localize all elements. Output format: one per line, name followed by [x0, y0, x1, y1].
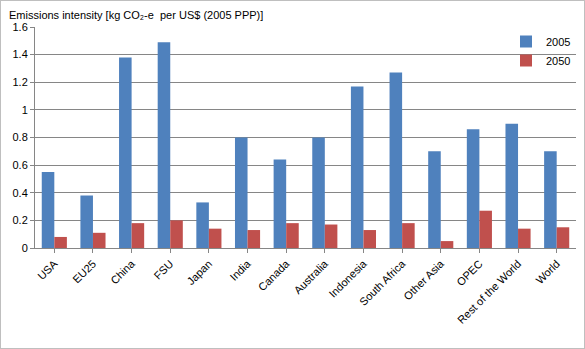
svg-text:1: 1	[22, 104, 28, 116]
svg-text:Other Asia: Other Asia	[401, 257, 446, 302]
svg-text:0: 0	[22, 242, 28, 254]
svg-text:0.2: 0.2	[13, 214, 28, 226]
svg-text:FSU: FSU	[152, 257, 176, 281]
svg-text:0.6: 0.6	[13, 159, 28, 171]
svg-text:Australia: Australia	[291, 257, 330, 296]
svg-text:OPEC: OPEC	[454, 257, 485, 288]
svg-text:0.8: 0.8	[13, 131, 28, 143]
svg-text:India: India	[227, 257, 253, 283]
svg-text:Emissions intensity [kg CO₂-e: Emissions intensity [kg CO₂-e per US$ (2…	[9, 9, 263, 21]
svg-text:Canada: Canada	[256, 257, 292, 293]
svg-text:Japan: Japan	[185, 258, 215, 288]
svg-text:2050: 2050	[546, 55, 570, 67]
svg-text:1.6: 1.6	[13, 21, 28, 33]
svg-text:USA: USA	[35, 257, 60, 282]
svg-text:World: World	[533, 258, 562, 287]
svg-text:2005: 2005	[546, 36, 570, 48]
svg-text:Rest of the World: Rest of the World	[455, 258, 523, 326]
svg-text:1.4: 1.4	[13, 48, 28, 60]
svg-text:0.4: 0.4	[13, 187, 28, 199]
svg-text:EU25: EU25	[70, 258, 98, 286]
svg-text:Indonesia: Indonesia	[327, 257, 370, 300]
svg-text:China: China	[108, 257, 137, 286]
svg-text:South Africa: South Africa	[357, 257, 408, 308]
svg-text:1.2: 1.2	[13, 76, 28, 88]
